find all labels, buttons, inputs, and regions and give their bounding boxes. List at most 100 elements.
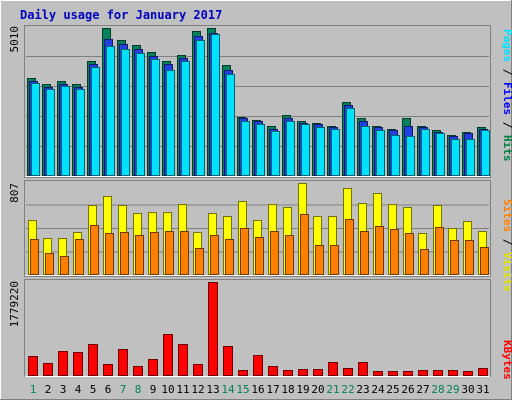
day-label-17: 17 (266, 383, 279, 396)
bar-sites-day-23 (360, 231, 369, 275)
bar-sites-day-6 (105, 233, 114, 275)
bar-kbytes-day-11 (178, 344, 188, 376)
day-label-2: 2 (45, 383, 52, 396)
bar-kbytes-day-16 (253, 355, 263, 376)
bar-pages-day-3 (61, 86, 70, 176)
day-label-28: 28 (431, 383, 444, 396)
bar-pages-day-27 (421, 129, 430, 176)
day-label-31: 31 (476, 383, 489, 396)
bar-pages-day-2 (46, 89, 55, 176)
bar-pages-day-31 (481, 130, 490, 176)
bar-kbytes-day-1 (28, 356, 38, 376)
bar-pages-day-13 (211, 34, 220, 176)
day-label-14: 14 (221, 383, 235, 396)
bar-kbytes-day-8 (133, 366, 143, 376)
legend-kbytes: KBytes (501, 340, 512, 380)
panel2-bars (28, 183, 489, 275)
bar-kbytes-day-2 (43, 363, 53, 376)
bar-sites-day-15 (240, 228, 249, 275)
bar-kbytes-day-29 (448, 370, 458, 376)
panel1-legend: Pages / Files / Hits (501, 29, 512, 162)
day-label-4: 4 (75, 383, 82, 396)
legend-sites: Sites (501, 199, 512, 232)
bar-kbytes-day-24 (373, 371, 383, 376)
bar-pages-day-16 (256, 124, 265, 176)
panel1-bars (27, 28, 490, 176)
bar-pages-day-17 (271, 131, 280, 176)
bar-pages-day-20 (316, 127, 325, 176)
day-label-27: 27 (416, 383, 429, 396)
day-label-15: 15 (236, 383, 249, 396)
day-label-7: 7 (120, 383, 127, 396)
bar-pages-day-11 (181, 61, 190, 176)
bar-kbytes-day-21 (328, 362, 338, 376)
day-label-23: 23 (356, 383, 369, 396)
day-label-5: 5 (90, 383, 97, 396)
bar-sites-day-1 (30, 239, 39, 275)
bar-sites-day-20 (315, 245, 324, 275)
bar-pages-day-8 (136, 53, 145, 176)
legend-separator: / (501, 62, 512, 82)
panel2-ymax-label: 807 (8, 183, 21, 203)
bar-sites-day-14 (225, 239, 234, 275)
bar-sites-day-16 (255, 237, 264, 275)
day-label-25: 25 (386, 383, 399, 396)
chart-title: Daily usage for January 2017 (20, 8, 222, 22)
day-label-29: 29 (446, 383, 459, 396)
bar-sites-day-5 (90, 225, 99, 275)
day-label-1: 1 (30, 383, 37, 396)
bar-sites-day-11 (180, 231, 189, 275)
legend-separator: / (501, 115, 512, 135)
bar-kbytes-day-9 (148, 359, 158, 376)
panel3-bars (28, 282, 488, 376)
bar-kbytes-day-31 (478, 368, 488, 376)
day-label-26: 26 (401, 383, 414, 396)
bar-kbytes-day-19 (298, 369, 308, 376)
bar-pages-day-28 (436, 133, 445, 176)
day-label-6: 6 (105, 383, 112, 396)
bar-pages-day-12 (196, 40, 205, 176)
bar-pages-day-23 (361, 126, 370, 176)
day-label-10: 10 (161, 383, 174, 396)
bar-sites-day-25 (390, 229, 399, 275)
day-label-12: 12 (191, 383, 204, 396)
bar-sites-day-28 (435, 227, 444, 275)
day-label-30: 30 (461, 383, 474, 396)
day-label-11: 11 (176, 383, 189, 396)
bar-sites-day-4 (75, 239, 84, 275)
day-label-20: 20 (311, 383, 324, 396)
bar-sites-day-17 (270, 231, 279, 275)
day-label-18: 18 (281, 383, 294, 396)
bar-kbytes-day-25 (388, 371, 398, 376)
bar-kbytes-day-5 (88, 344, 98, 376)
bar-pages-day-21 (331, 129, 340, 176)
bar-pages-day-19 (301, 124, 310, 176)
panel3-ymax-label: 1779220 (8, 281, 21, 327)
bar-kbytes-day-7 (118, 349, 128, 376)
bar-pages-day-9 (151, 59, 160, 176)
bar-kbytes-day-30 (463, 371, 473, 376)
bar-pages-day-26 (406, 136, 415, 176)
bar-sites-day-2 (45, 253, 54, 275)
bar-kbytes-day-23 (358, 362, 368, 376)
bar-sites-day-27 (420, 249, 429, 275)
bar-pages-day-18 (286, 121, 295, 176)
bar-kbytes-day-15 (238, 370, 248, 376)
bar-pages-day-30 (466, 139, 475, 176)
legend-separator: / (501, 232, 512, 252)
day-label-19: 19 (296, 383, 309, 396)
day-label-9: 9 (150, 383, 157, 396)
bar-kbytes-day-26 (403, 371, 413, 376)
bar-pages-day-15 (241, 121, 250, 176)
day-label-21: 21 (326, 383, 339, 396)
day-label-22: 22 (341, 383, 354, 396)
bar-pages-day-29 (451, 139, 460, 176)
legend-files: Files (501, 82, 512, 115)
bar-pages-day-14 (226, 74, 235, 176)
bar-kbytes-day-17 (268, 366, 278, 376)
hits-files-pages-panel: 5010 Pages / Files / Hits (8, 25, 512, 178)
bar-pages-day-7 (121, 49, 130, 176)
bar-sites-day-22 (345, 219, 354, 275)
bar-pages-day-25 (391, 135, 400, 176)
panel2-legend: Sites / Visits (501, 199, 512, 292)
